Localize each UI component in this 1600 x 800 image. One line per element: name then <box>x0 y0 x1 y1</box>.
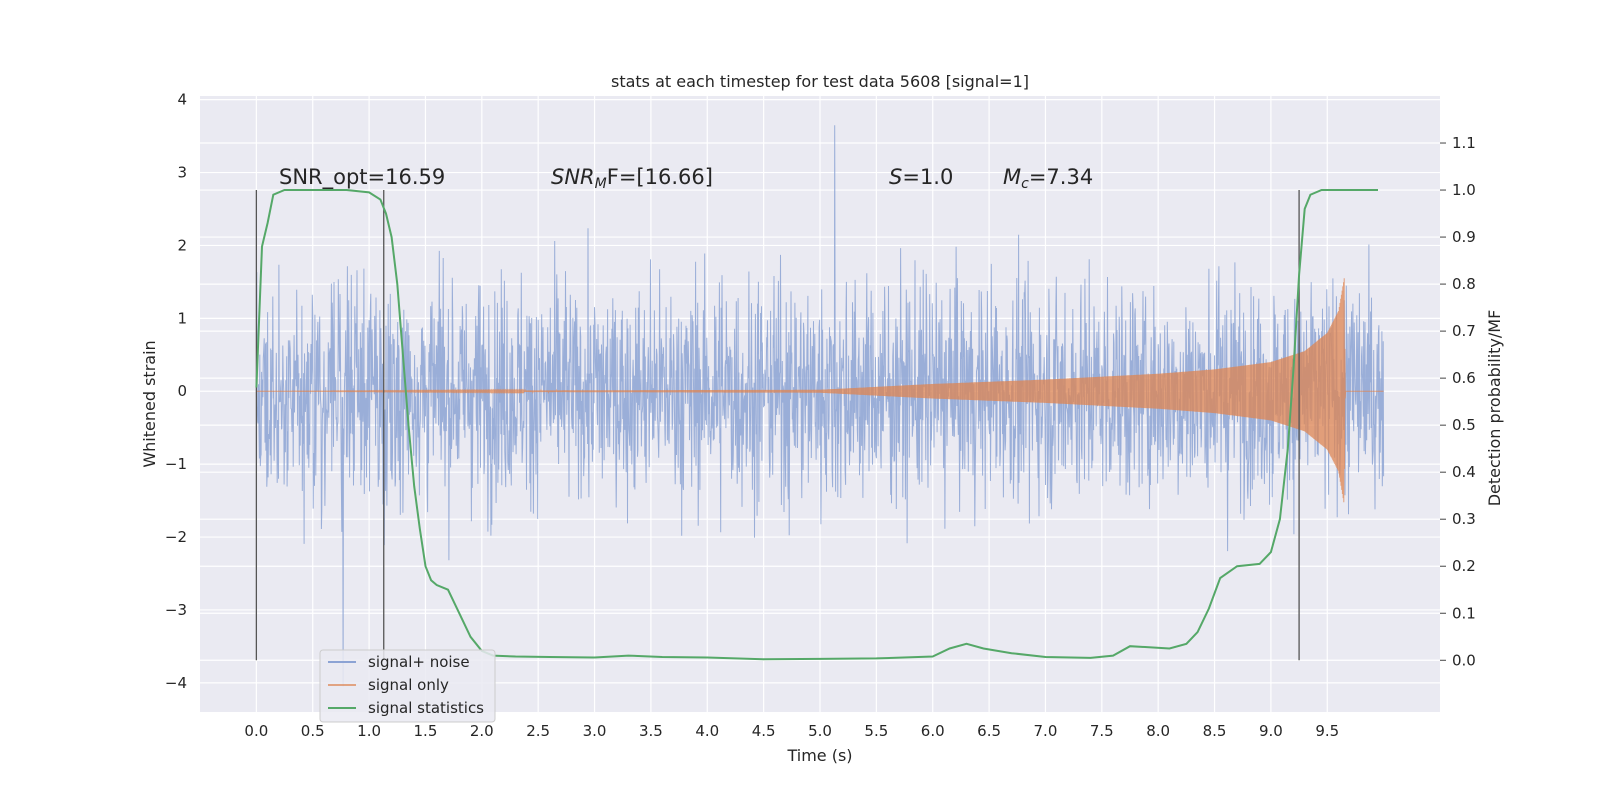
x-tick-label: 4.5 <box>752 722 776 740</box>
signal-noise-line <box>255 125 1385 687</box>
y2-tick-label: 1.0 <box>1452 181 1476 199</box>
y-tick-label: 4 <box>177 91 187 109</box>
annotation-s: S=1.0 <box>889 165 953 189</box>
y-tick-label: −2 <box>165 528 187 546</box>
y2-tick-label: 0.1 <box>1452 604 1476 622</box>
legend: signal+ noise signal only signal statist… <box>319 649 496 723</box>
x-tick-label: 9.5 <box>1315 722 1339 740</box>
annotation-mc: Mc=7.34 <box>1003 165 1093 192</box>
y2-tick-label: 1.1 <box>1452 134 1476 152</box>
y2-tick-label: 0.4 <box>1452 463 1476 481</box>
x-tick-label: 3.5 <box>639 722 663 740</box>
legend-label-signal-statistics: signal statistics <box>368 699 484 717</box>
x-axis-ticks: 0.0 0.5 1.0 1.5 2.0 2.5 3.0 3.5 4.0 4.5 5.0 5.5 6.0 6… <box>244 722 1339 740</box>
y2-axis-ticks: 1.1 1.0 0.9 0.8 0.7 0.6 0.5 0.4 0.3 0.2 0.1 0.0 <box>1440 134 1476 669</box>
y2-tick-label: 0.6 <box>1452 369 1476 387</box>
legend-label-signal-only: signal only <box>368 676 449 694</box>
x-tick-label: 6.5 <box>977 722 1001 740</box>
x-tick-label: 8.5 <box>1203 722 1227 740</box>
x-tick-label: 2.5 <box>526 722 550 740</box>
y-tick-label: −4 <box>165 674 187 692</box>
x-tick-label: 0.0 <box>244 722 268 740</box>
signal-statistics-line <box>255 189 1378 661</box>
x-tick-label: 2.0 <box>470 722 494 740</box>
series-signal-only <box>256 278 1384 503</box>
chart-title: stats at each timestep for test data 560… <box>611 72 1029 91</box>
x-tick-label: 9.0 <box>1259 722 1283 740</box>
y-tick-label: 2 <box>177 236 187 254</box>
x-tick-label: 0.5 <box>301 722 325 740</box>
x-tick-label: 7.5 <box>1090 722 1114 740</box>
x-tick-label: 5.0 <box>808 722 832 740</box>
y-tick-label: −3 <box>165 601 187 619</box>
series-signal-noise <box>255 125 1385 687</box>
x-tick-label: 3.0 <box>583 722 607 740</box>
annotation-snr-opt: SNR_opt=16.59 <box>279 165 445 190</box>
signal-only-line <box>256 278 1384 503</box>
x-tick-label: 8.0 <box>1146 722 1170 740</box>
y-tick-label: 0 <box>177 382 187 400</box>
y2-tick-label: 0.7 <box>1452 322 1476 340</box>
y2-tick-label: 0.2 <box>1452 557 1476 575</box>
y-tick-label: 1 <box>177 309 187 327</box>
x-tick-label: 6.0 <box>921 722 945 740</box>
annotation-snr-mf: SNRMF=[16.66] <box>551 165 713 192</box>
legend-box <box>319 649 496 723</box>
y2-tick-label: 0.9 <box>1452 228 1476 246</box>
y2-tick-label: 0.3 <box>1452 510 1476 528</box>
y-axis-ticks: 4 3 2 1 0 −1 −2 −3 −4 <box>165 91 187 692</box>
y2-axis-label: Detection probability/MF <box>1485 310 1504 507</box>
x-tick-label: 5.5 <box>864 722 888 740</box>
x-tick-label: 7.0 <box>1034 722 1058 740</box>
y-tick-label: 3 <box>177 164 187 182</box>
x-axis-label: Time (s) <box>786 746 852 765</box>
y2-tick-label: 0.8 <box>1452 275 1476 293</box>
series-signal-statistics <box>255 189 1378 661</box>
legend-label-signal-noise: signal+ noise <box>368 653 470 671</box>
y-axis-label: Whitened strain <box>140 340 159 467</box>
x-tick-label: 1.5 <box>414 722 438 740</box>
y-tick-label: −1 <box>165 455 187 473</box>
x-tick-label: 4.0 <box>695 722 719 740</box>
x-tick-label: 1.0 <box>357 722 381 740</box>
y2-tick-label: 0.0 <box>1452 651 1476 669</box>
y2-tick-label: 0.5 <box>1452 416 1476 434</box>
